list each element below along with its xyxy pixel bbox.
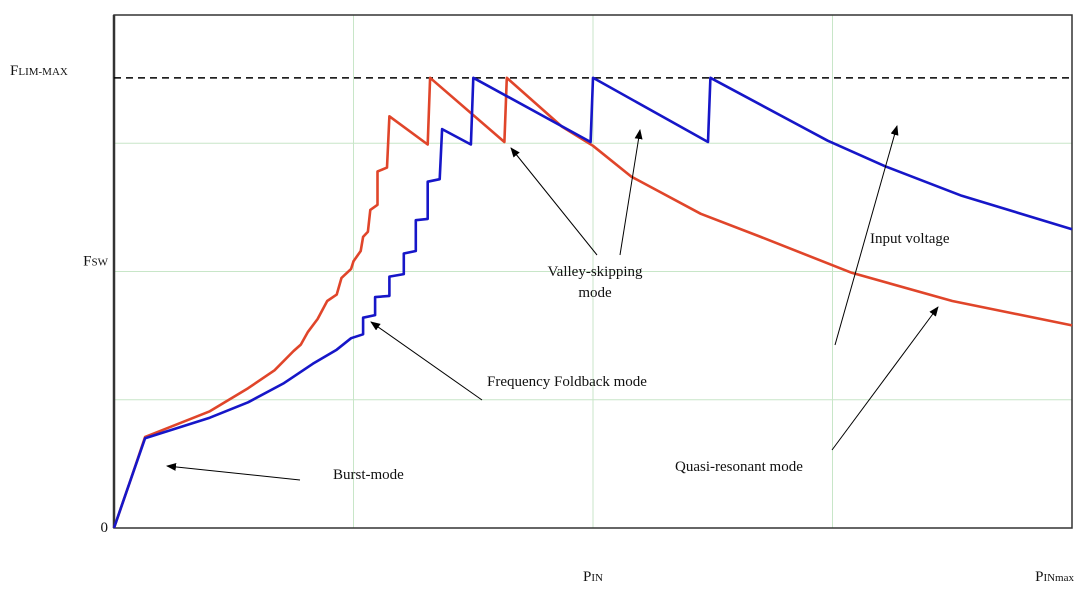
x-tick-main: P — [1035, 569, 1043, 585]
annotation-burst-mode: Burst-mode — [166, 462, 404, 483]
y-tick-main: 0 — [101, 520, 109, 536]
annotation-quasi-resonant: Quasi-resonant mode — [675, 306, 939, 475]
arrow — [831, 306, 939, 451]
arrow — [619, 129, 643, 256]
annotation-frequency-foldback: Frequency Foldback mode — [370, 321, 647, 401]
x-tick-label: PIN — [583, 569, 603, 585]
arrow — [834, 125, 899, 346]
x-tick-sub: INmax — [1043, 572, 1074, 584]
arrow — [370, 321, 483, 401]
x-tick-label: PINmax — [1035, 569, 1074, 585]
x-tick-sub: IN — [591, 572, 603, 584]
burst-mode-label: Burst-mode — [333, 467, 404, 483]
annotation-input-voltage: Input voltage — [834, 125, 950, 346]
valley-skipping-label-line1: Valley-skipping — [548, 264, 643, 280]
y-tick-label: FLIM-MAX — [10, 63, 68, 79]
y-tick-sub: SW — [92, 257, 109, 269]
y-tick-label: FSW — [83, 254, 108, 270]
input-voltage-label: Input voltage — [870, 231, 950, 247]
y-tick-sub: LIM-MAX — [18, 66, 68, 78]
series-line-0 — [112, 76, 1073, 529]
y-tick-label: 0 — [101, 520, 109, 536]
x-tick-main: P — [583, 569, 591, 585]
frequency-foldback-label: Frequency Foldback mode — [487, 374, 647, 390]
y-tick-main: F — [83, 254, 91, 270]
series-group — [112, 76, 1073, 529]
y-tick-main: F — [10, 63, 18, 79]
annotation-valley-skipping: Valley-skipping mode — [510, 129, 643, 301]
arrow — [166, 462, 301, 481]
valley-skipping-label-line2: mode — [578, 285, 612, 301]
arrow — [510, 147, 598, 256]
quasi-resonant-label: Quasi-resonant mode — [675, 459, 803, 475]
series-line-1 — [112, 76, 1073, 529]
